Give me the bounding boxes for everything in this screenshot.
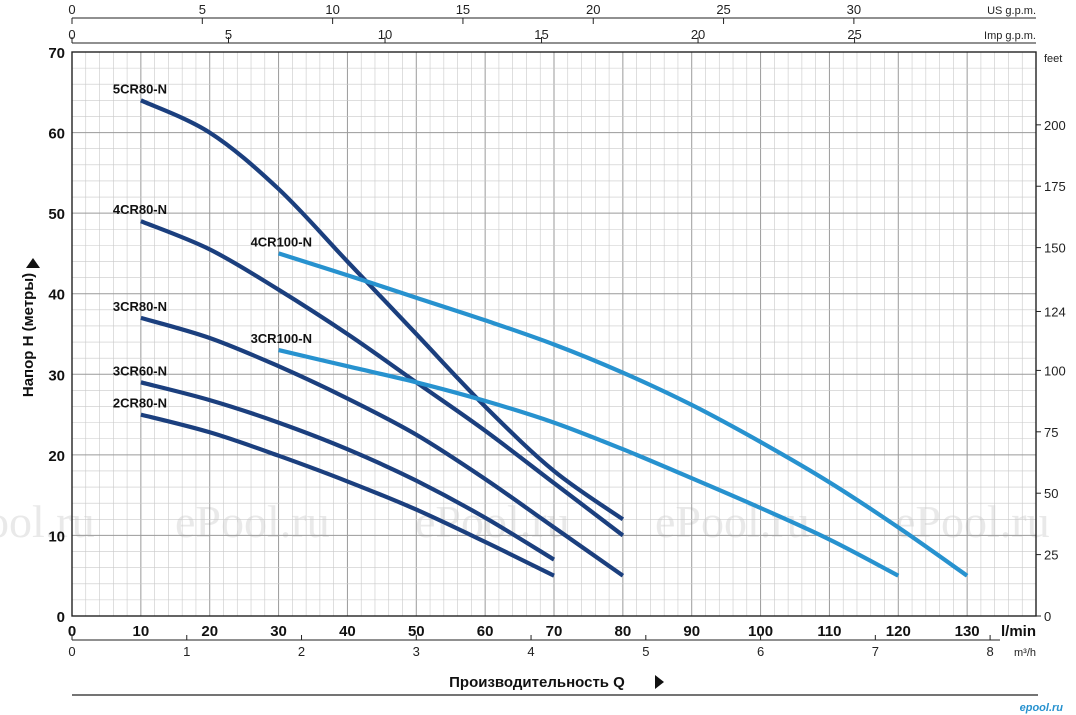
x-tick-label: 90 bbox=[683, 623, 700, 640]
series-curve-4cr80-n bbox=[140, 219, 625, 538]
x-axis-title: Производительность Q bbox=[449, 674, 625, 691]
watermark-text: ePool.ru bbox=[0, 496, 95, 547]
y-tick-label: 10 bbox=[48, 528, 65, 545]
x-tick-label: 110 bbox=[817, 623, 841, 640]
m3h-tick-label: 3 bbox=[413, 644, 420, 659]
series-label-4cr80-n: 4CR80-N bbox=[113, 202, 167, 217]
m3h-tick-label: 2 bbox=[298, 644, 305, 659]
us-gpm-tick-label: 20 bbox=[586, 2, 600, 17]
feet-unit-label: feet bbox=[1044, 53, 1062, 65]
m3h-unit-label: m³/h bbox=[1014, 647, 1036, 659]
series-curve-5cr80-n bbox=[140, 98, 625, 522]
series-curves bbox=[140, 98, 969, 578]
series-label-4cr100-n: 4CR100-N bbox=[251, 234, 312, 249]
x-tick-label: 100 bbox=[748, 623, 773, 640]
imp-gpm-tick-label: 20 bbox=[691, 27, 705, 42]
watermark-text: ePool.ru bbox=[655, 496, 810, 547]
x-tick-label: 120 bbox=[886, 623, 911, 640]
x-tick-label: 30 bbox=[270, 623, 287, 640]
feet-tick-label: 0 bbox=[1044, 609, 1051, 624]
m3h-tick-label: 8 bbox=[986, 644, 993, 659]
watermark-text: ePool.ru bbox=[895, 496, 1050, 547]
grid bbox=[72, 52, 1036, 616]
y-tick-label: 20 bbox=[48, 448, 65, 465]
series-label-2cr80-n: 2CR80-N bbox=[113, 396, 167, 411]
us-gpm-tick-label: 30 bbox=[847, 2, 861, 17]
y-axis-arrow-icon bbox=[26, 258, 40, 268]
m3h-tick-label: 4 bbox=[527, 644, 534, 659]
y-tick-label: 0 bbox=[57, 609, 65, 626]
m3h-tick-label: 6 bbox=[757, 644, 764, 659]
series-label-3cr80-n: 3CR80-N bbox=[113, 299, 167, 314]
y-tick-label: 70 bbox=[48, 45, 65, 62]
m3h-tick-label: 0 bbox=[68, 644, 75, 659]
feet-tick-label: 25 bbox=[1044, 548, 1058, 563]
feet-tick-label: 50 bbox=[1044, 486, 1058, 501]
y-tick-label: 60 bbox=[48, 126, 65, 143]
watermark-text: ePool.ru bbox=[175, 496, 330, 547]
series-curve-3cr80-n bbox=[140, 315, 625, 578]
us-gpm-tick-label: 25 bbox=[716, 2, 730, 17]
m3h-tick-label: 1 bbox=[183, 644, 190, 659]
plot-frame bbox=[71, 51, 1037, 617]
feet-tick-label: 150 bbox=[1044, 241, 1066, 256]
feet-tick-label: 200 bbox=[1044, 118, 1066, 133]
feet-tick-label: 175 bbox=[1044, 179, 1066, 194]
x-unit-label: l/min bbox=[1001, 623, 1036, 640]
m3h-tick-label: 7 bbox=[872, 644, 879, 659]
x-tick-label: 130 bbox=[955, 623, 980, 640]
imp-gpm-tick-label: 15 bbox=[534, 27, 548, 42]
imp-gpm-tick-label: 25 bbox=[847, 27, 861, 42]
us-gpm-tick-label: 10 bbox=[325, 2, 339, 17]
us-gpm-tick-label: 15 bbox=[456, 2, 470, 17]
series-curve-4cr100-n bbox=[277, 251, 969, 578]
series-curve-3cr100-n bbox=[278, 348, 900, 578]
x-tick-label: 80 bbox=[615, 623, 632, 640]
series-curve-2cr80-n bbox=[140, 412, 555, 578]
feet-tick-label: 124 bbox=[1044, 304, 1066, 319]
x-tick-label: 10 bbox=[133, 623, 150, 640]
imp-gpm-tick-label: 5 bbox=[225, 27, 232, 42]
us-gpm-tick-label: 5 bbox=[199, 2, 206, 17]
series-label-3cr60-n: 3CR60-N bbox=[113, 363, 167, 378]
imp-gpm-tick-label: 0 bbox=[68, 27, 75, 42]
imp-gpm-tick-label: 10 bbox=[378, 27, 392, 42]
m3h-tick-label: 5 bbox=[642, 644, 649, 659]
imp-gpm-unit-label: Imp g.p.m. bbox=[984, 30, 1036, 42]
y-axis-title: Напор H (метры) bbox=[20, 273, 37, 397]
x-tick-label: 20 bbox=[201, 623, 218, 640]
x-tick-label: 60 bbox=[477, 623, 494, 640]
y-tick-label: 50 bbox=[48, 206, 65, 223]
x-tick-label: 70 bbox=[546, 623, 563, 640]
series-labels: 5CR80-N 4CR80-N 3CR80-N 3CR60-N 2CR80-N 4CR10… bbox=[113, 81, 312, 410]
feet-tick-label: 75 bbox=[1044, 425, 1058, 440]
feet-tick-label: 100 bbox=[1044, 363, 1066, 378]
series-curve-3cr60-n bbox=[140, 380, 556, 562]
series-label-5cr80-n: 5CR80-N bbox=[113, 81, 167, 96]
x-tick-label: 0 bbox=[68, 623, 76, 640]
axes: 0 10 20 30 40 50 60 70 80 90 100 110 120 130 l/min0102… bbox=[48, 2, 1065, 659]
us-gpm-unit-label: US g.p.m. bbox=[987, 5, 1036, 17]
x-tick-label: 40 bbox=[339, 623, 356, 640]
us-gpm-tick-label: 0 bbox=[68, 2, 75, 17]
x-axis-arrow-icon bbox=[655, 675, 664, 689]
series-label-3cr100-n: 3CR100-N bbox=[251, 331, 312, 346]
epool-logo: epool.ru bbox=[1020, 702, 1064, 714]
y-tick-label: 30 bbox=[48, 367, 65, 384]
x-tick-label: 50 bbox=[408, 623, 425, 640]
y-tick-label: 40 bbox=[48, 287, 65, 304]
